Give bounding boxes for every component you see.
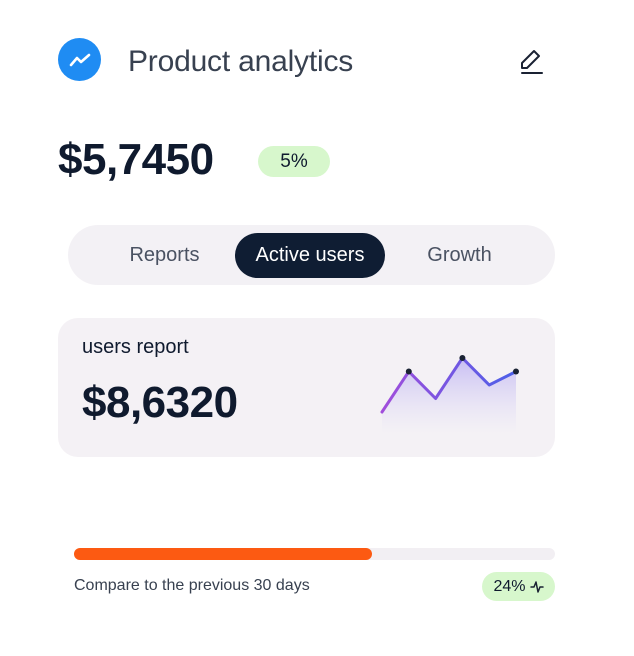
page-title: Product analytics [128, 45, 354, 78]
trending-line-icon [58, 38, 101, 81]
activity-icon [529, 580, 544, 593]
compare-caption: Compare to the previous 30 days [74, 577, 310, 594]
compare-value: 24% [493, 577, 526, 595]
change-badge: 5% [258, 146, 330, 177]
sparkline-area [382, 358, 516, 434]
sparkline-point [513, 368, 519, 375]
sparkline-point [459, 355, 466, 361]
users-sparkline [380, 355, 519, 434]
tab-active-users[interactable]: Active users [235, 233, 385, 278]
edit-button[interactable] [512, 42, 550, 80]
users-report-card[interactable]: users report $8,6320 [58, 318, 555, 457]
tab-bar: Reports Active users Growth [68, 225, 555, 285]
tab-growth[interactable]: Growth [427, 244, 492, 266]
progress-fill [74, 548, 373, 560]
sparkline-point [405, 368, 412, 375]
compare-badge: 24% [482, 572, 555, 601]
tab-reports[interactable]: Reports [129, 244, 200, 266]
report-amount: $8,6320 [82, 378, 238, 427]
report-label: users report [82, 336, 189, 358]
pencil-icon [521, 50, 543, 74]
progress-bar [74, 548, 555, 560]
sparkline-line [380, 356, 518, 414]
total-amount: $5,7450 [58, 135, 214, 184]
